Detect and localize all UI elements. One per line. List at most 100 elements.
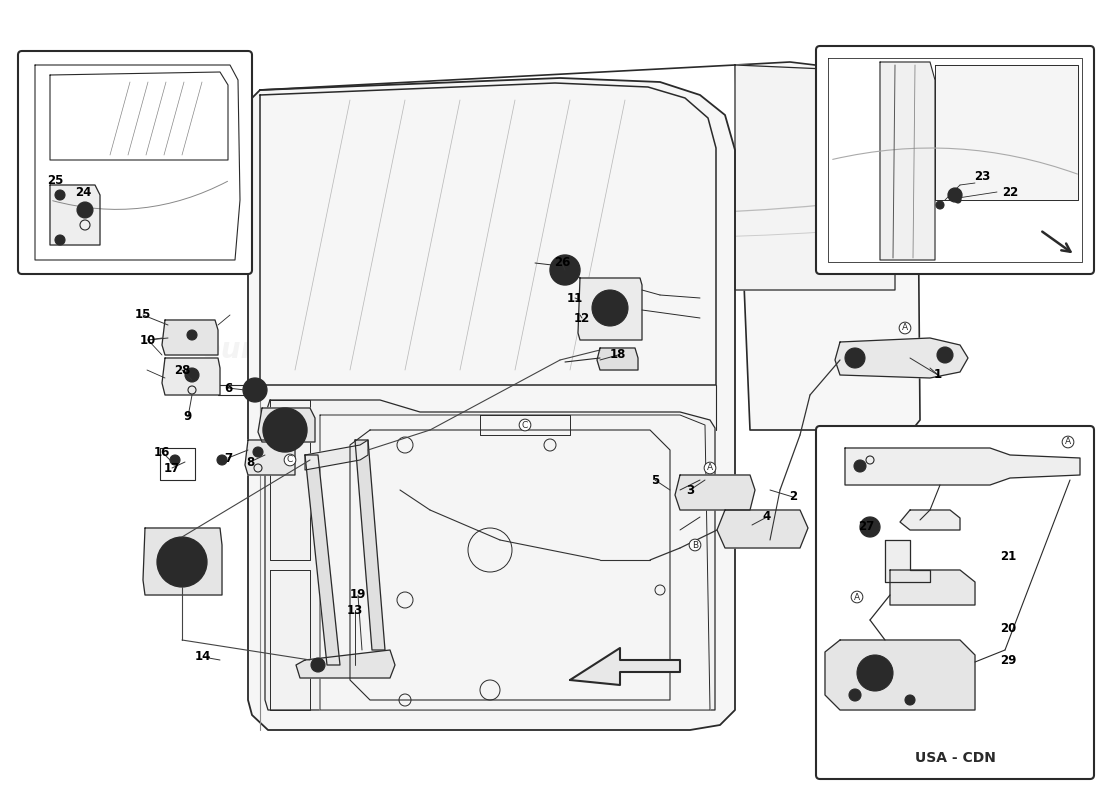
Circle shape: [905, 695, 915, 705]
Text: eurospares: eurospares: [532, 336, 707, 364]
Polygon shape: [900, 510, 960, 530]
Text: A: A: [902, 323, 909, 333]
Text: 24: 24: [75, 186, 91, 199]
Text: 19: 19: [350, 589, 366, 602]
Circle shape: [185, 368, 199, 382]
Text: eurospares: eurospares: [532, 556, 707, 584]
Circle shape: [866, 664, 884, 682]
Circle shape: [55, 235, 65, 245]
Text: 16: 16: [154, 446, 170, 458]
Circle shape: [948, 188, 962, 202]
Polygon shape: [305, 455, 340, 665]
Circle shape: [170, 455, 180, 465]
Circle shape: [937, 347, 953, 363]
Circle shape: [558, 263, 572, 277]
Polygon shape: [845, 448, 1080, 485]
Polygon shape: [835, 338, 968, 378]
Polygon shape: [570, 648, 680, 685]
Polygon shape: [735, 65, 895, 290]
Polygon shape: [735, 62, 920, 430]
Circle shape: [263, 408, 307, 452]
Text: 28: 28: [174, 363, 190, 377]
Text: eurospares: eurospares: [202, 336, 377, 364]
Circle shape: [845, 348, 865, 368]
Text: 9: 9: [184, 410, 192, 423]
Text: 21: 21: [1000, 550, 1016, 563]
Polygon shape: [162, 358, 220, 395]
Circle shape: [187, 330, 197, 340]
Circle shape: [854, 460, 866, 472]
Polygon shape: [717, 510, 808, 548]
Text: USA - CDN: USA - CDN: [914, 751, 996, 765]
Polygon shape: [578, 278, 642, 340]
Circle shape: [311, 658, 324, 672]
Text: 5: 5: [651, 474, 659, 486]
Circle shape: [169, 549, 195, 575]
Polygon shape: [258, 408, 315, 442]
Text: 6: 6: [224, 382, 232, 394]
Polygon shape: [825, 640, 975, 710]
Polygon shape: [880, 62, 935, 260]
Polygon shape: [296, 650, 395, 678]
Text: 12: 12: [574, 311, 590, 325]
Polygon shape: [886, 540, 929, 582]
Circle shape: [865, 522, 874, 532]
Polygon shape: [50, 185, 100, 245]
Text: A: A: [854, 593, 860, 602]
Circle shape: [77, 202, 94, 218]
Circle shape: [860, 517, 880, 537]
Polygon shape: [597, 348, 638, 370]
Circle shape: [592, 290, 628, 326]
Circle shape: [55, 190, 65, 200]
Polygon shape: [248, 78, 735, 730]
Polygon shape: [890, 570, 975, 605]
Circle shape: [857, 655, 893, 691]
Text: 1: 1: [934, 369, 942, 382]
Polygon shape: [143, 528, 222, 595]
Text: 18: 18: [609, 349, 626, 362]
Text: A: A: [1065, 438, 1071, 446]
Text: 14: 14: [195, 650, 211, 663]
FancyBboxPatch shape: [18, 51, 252, 274]
Text: 23: 23: [974, 170, 990, 183]
Circle shape: [217, 455, 227, 465]
Polygon shape: [162, 320, 218, 355]
Text: 8: 8: [246, 455, 254, 469]
Polygon shape: [828, 58, 1082, 262]
Text: 3: 3: [686, 483, 694, 497]
Text: 11: 11: [566, 291, 583, 305]
Text: 13: 13: [346, 603, 363, 617]
Circle shape: [550, 255, 580, 285]
Text: 25: 25: [47, 174, 63, 186]
Polygon shape: [305, 440, 369, 470]
Polygon shape: [675, 475, 755, 510]
Polygon shape: [355, 440, 385, 650]
Text: C: C: [287, 455, 293, 465]
Circle shape: [936, 201, 944, 209]
Polygon shape: [320, 415, 710, 710]
Polygon shape: [265, 400, 715, 710]
Polygon shape: [35, 65, 240, 260]
Text: 26: 26: [553, 257, 570, 270]
Circle shape: [243, 378, 267, 402]
Text: 7: 7: [224, 451, 232, 465]
FancyBboxPatch shape: [816, 46, 1094, 274]
Circle shape: [273, 418, 297, 442]
Text: 20: 20: [1000, 622, 1016, 634]
Circle shape: [157, 537, 207, 587]
FancyBboxPatch shape: [816, 426, 1094, 779]
Circle shape: [849, 689, 861, 701]
Text: 22: 22: [1002, 186, 1019, 199]
Text: 2: 2: [789, 490, 797, 503]
Text: 15: 15: [135, 309, 151, 322]
Text: 10: 10: [140, 334, 156, 346]
Polygon shape: [935, 65, 1078, 200]
Polygon shape: [245, 440, 295, 475]
Text: A: A: [707, 463, 713, 473]
Text: 4: 4: [763, 510, 771, 523]
Text: C: C: [521, 421, 528, 430]
Text: 27: 27: [858, 521, 874, 534]
Text: B: B: [692, 541, 698, 550]
Text: 17: 17: [164, 462, 180, 474]
Circle shape: [955, 197, 961, 203]
